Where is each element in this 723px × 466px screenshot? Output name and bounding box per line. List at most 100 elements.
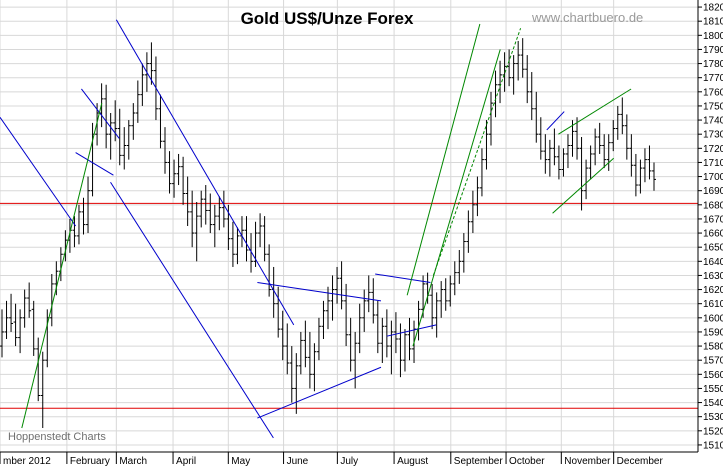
y-tick-label: 1540	[703, 398, 723, 409]
y-tick-label: 1560	[703, 370, 723, 381]
ohlc-bar	[384, 309, 389, 358]
trend-line	[406, 23, 481, 296]
trend-line	[558, 88, 632, 135]
ohlc-bar	[579, 137, 584, 211]
ohlc-bar	[294, 353, 299, 414]
ohlc-bar	[407, 317, 412, 361]
ohlc-bar	[380, 317, 385, 364]
ohlc-bar	[339, 261, 344, 310]
ohlc-bar	[633, 153, 638, 197]
ohlc-bar	[221, 190, 226, 228]
ohlc-bar	[629, 134, 634, 177]
ohlc-bar	[335, 266, 340, 304]
y-tick-label: 1810	[703, 17, 723, 28]
ohlc-bar	[27, 282, 32, 318]
ohlc-bar	[163, 127, 167, 174]
y-tick-label: 1670	[703, 214, 723, 225]
ohlc-bar	[371, 278, 376, 324]
ohlc-bar	[36, 337, 41, 402]
x-tick-label: March	[119, 456, 147, 466]
ohlc-bar	[172, 159, 177, 198]
ohlc-bar	[230, 221, 235, 267]
trend-line	[386, 324, 437, 337]
ohlc-bar	[389, 320, 394, 375]
ohlc-bar	[312, 343, 317, 392]
ohlc-bar	[602, 134, 607, 169]
ohlc-bar	[461, 233, 466, 273]
ohlc-bar	[448, 275, 453, 307]
ohlc-bar	[652, 162, 656, 191]
ohlc-bar	[593, 128, 598, 166]
y-tick-label: 1620	[703, 285, 723, 296]
ohlc-bar	[208, 193, 213, 234]
ohlc-bar	[353, 331, 358, 389]
ohlc-bar	[647, 145, 652, 180]
y-tick-label: 1730	[703, 130, 723, 141]
ohlc-bar	[330, 275, 335, 321]
x-tick-label: June	[287, 456, 309, 466]
trend-lines	[0, 19, 632, 439]
ohlc-bar	[167, 151, 172, 194]
ohlc-bar	[511, 55, 516, 95]
y-tick-label: 1770	[703, 73, 723, 84]
ohlc-bar	[4, 300, 9, 339]
ohlc-bar	[212, 204, 217, 248]
ohlc-bar	[76, 204, 81, 245]
x-tick-label: November	[564, 456, 611, 466]
ohlc-bar	[529, 72, 534, 121]
ohlc-bar	[185, 176, 190, 226]
ohlc-bar	[316, 317, 321, 361]
ohlc-bar	[181, 156, 186, 205]
ohlc-bar	[326, 286, 330, 330]
ohlc-bar	[40, 351, 45, 428]
ohlc-bar	[280, 310, 285, 361]
ohlc-bar	[0, 309, 4, 358]
y-tick-label: 1750	[703, 101, 723, 112]
source-label: Hoppenstedt Charts	[8, 431, 106, 443]
ohlc-bar	[534, 91, 539, 143]
price-bars	[0, 38, 656, 428]
y-tick-label: 1740	[703, 116, 723, 127]
ohlc-bar	[244, 216, 249, 262]
ohlc-bar	[375, 300, 380, 354]
y-tick-label: 1580	[703, 342, 723, 353]
y-tick-label: 1760	[703, 87, 723, 98]
ohlc-bar	[149, 42, 154, 85]
ohlc-bar	[457, 250, 462, 284]
ohlc-bar	[538, 117, 543, 160]
trend-line	[110, 181, 274, 439]
ohlc-bar	[402, 329, 407, 372]
trend-line	[432, 28, 522, 276]
ohlc-bar	[262, 216, 267, 262]
ohlc-bar	[434, 292, 439, 338]
ohlc-bar	[285, 323, 290, 375]
y-tick-label: 1550	[703, 384, 723, 395]
ohlc-bar	[131, 103, 136, 140]
ohlc-bar	[452, 261, 457, 296]
ohlc-bar	[547, 139, 552, 177]
ohlc-bar	[516, 40, 521, 81]
ohlc-bar	[140, 63, 145, 106]
ohlc-bar	[588, 145, 593, 180]
ohlc-bar	[470, 190, 475, 234]
ohlc-bar	[190, 190, 195, 248]
x-tick-label: September	[454, 456, 504, 466]
y-tick-label: 1530	[703, 412, 723, 423]
trend-line	[115, 19, 295, 326]
ohlc-bar	[49, 274, 54, 327]
ohlc-bar	[570, 120, 575, 157]
trend-line	[412, 49, 501, 347]
y-tick-label: 1690	[703, 186, 723, 197]
ohlc-bar	[344, 283, 349, 347]
y-tick-label: 1610	[703, 299, 723, 310]
y-tick-label: 1640	[703, 257, 723, 268]
ohlc-bar	[575, 117, 580, 160]
ohlc-bar	[543, 134, 548, 174]
ohlc-bar	[81, 197, 86, 235]
y-tick-label: 1800	[703, 31, 723, 42]
ohlc-bar	[126, 120, 131, 160]
ohlc-bar	[303, 320, 308, 368]
ohlc-bar	[108, 113, 113, 160]
trend-line	[257, 366, 382, 419]
x-axis: mber 2012 February March April May June July Au…	[0, 452, 663, 466]
